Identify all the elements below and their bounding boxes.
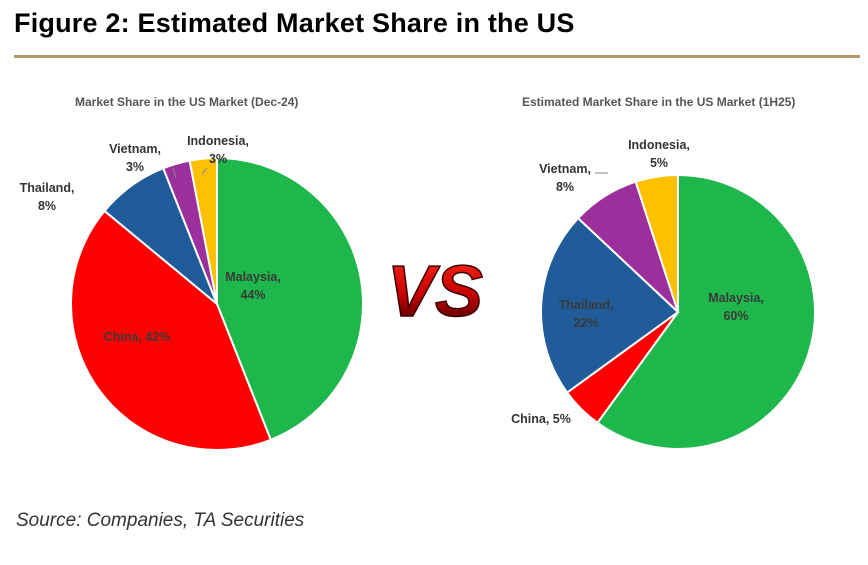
leader-line-indonesia (201, 167, 208, 175)
chart-title-dec24: Market Share in the US Market (Dec-24) (75, 95, 299, 109)
data-label-china: China, 42% (104, 330, 171, 344)
pie-svg-dec24: Malaysia, 44% China, 42% Thailand, 8% Vietnam… (20, 134, 364, 451)
data-label-vietnam: Vietnam, 8% (539, 162, 591, 194)
data-label-thailand: Thailand, 8% (20, 181, 75, 213)
data-label-thailand-line1: Thailand, (20, 181, 75, 195)
leader-line-vietnam (172, 167, 177, 179)
title-divider (14, 55, 860, 58)
data-label-indonesia-line1: Indonesia, (187, 134, 249, 148)
data-label-malaysia-line2: 44% (240, 288, 265, 302)
data-label-vietnam-line1: Vietnam, (539, 162, 591, 176)
data-label-malaysia-line1: Malaysia, (225, 270, 281, 284)
data-label-china-line1: China, 42% (104, 330, 171, 344)
pie-svg-1h25: Malaysia, 60% China, 5% Thailand, 22% Vietnam… (511, 138, 816, 450)
data-label-vietnam-line1: Vietnam, (109, 142, 161, 156)
data-label-thailand-line2: 8% (38, 199, 56, 213)
data-label-malaysia-line1: Malaysia, (708, 291, 764, 305)
data-label-indonesia-line2: 5% (650, 156, 668, 170)
vs-graphic: VS (386, 251, 484, 333)
data-label-indonesia-line1: Indonesia, (628, 138, 690, 152)
data-label-thailand: Thailand, 22% (559, 298, 614, 330)
figure-title: Figure 2: Estimated Market Share in the … (14, 8, 575, 38)
data-label-vietnam: Vietnam, 3% (109, 142, 161, 174)
pie-slice-china (70, 209, 273, 451)
pie-slice-indonesia (188, 156, 218, 305)
data-label-indonesia: Indonesia, 3% (187, 134, 249, 166)
pie-slice-malaysia (216, 156, 364, 442)
data-label-malaysia-line2: 60% (723, 309, 748, 323)
data-label-malaysia: Malaysia, 44% (225, 270, 281, 302)
data-label-vietnam-line2: 8% (556, 180, 574, 194)
data-label-china: China, 5% (511, 412, 571, 426)
pie-slice-malaysia (596, 173, 816, 450)
data-label-indonesia: Indonesia, 5% (628, 138, 690, 170)
pie-slice-indonesia (634, 173, 679, 313)
data-label-indonesia-line2: 3% (209, 152, 227, 166)
data-label-thailand-line1: Thailand, (559, 298, 614, 312)
data-label-malaysia: Malaysia, 60% (708, 291, 764, 323)
data-label-thailand-line2: 22% (573, 316, 598, 330)
source-note: Source: Companies, TA Securities (16, 510, 305, 531)
chart-title-1h25: Estimated Market Share in the US Market … (522, 95, 796, 109)
pie-chart-1h25: Estimated Market Share in the US Market … (468, 85, 868, 465)
data-label-vietnam-line2: 3% (126, 160, 144, 174)
pie-slice-thailand (539, 216, 680, 394)
vs-text: VS (387, 252, 483, 332)
data-label-china-line1: China, 5% (511, 412, 571, 426)
pie-chart-dec24: Market Share in the US Market (Dec-24) M… (0, 85, 400, 465)
